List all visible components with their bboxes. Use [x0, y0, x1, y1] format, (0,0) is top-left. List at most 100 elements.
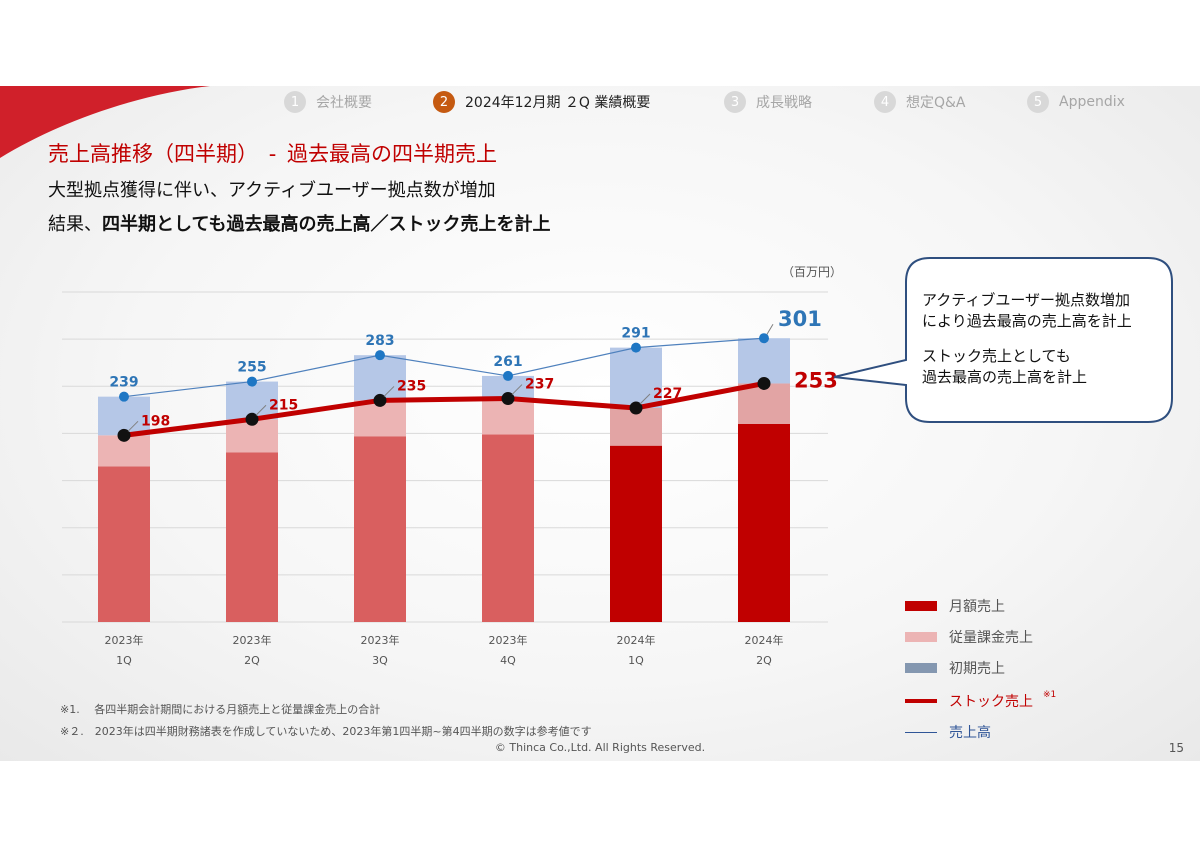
bar-initial	[610, 347, 662, 408]
nav-label: Appendix	[1059, 94, 1125, 110]
point-total	[119, 391, 129, 402]
data-label-total: 291	[621, 326, 650, 342]
page-number: 15	[1168, 741, 1184, 755]
data-label-total: 239	[109, 375, 138, 391]
label-leader	[511, 384, 523, 395]
bar-usage	[738, 383, 790, 424]
nav-label: 会社概要	[316, 95, 372, 111]
callout-line-1: アクティブユーザー拠点数増加	[922, 291, 1131, 309]
legend-item-monthly: 月額売上	[905, 596, 1005, 616]
nav-number: 5	[1027, 91, 1049, 113]
label-leader	[127, 420, 139, 432]
legend-item-stock: ストック売上 ※1	[905, 690, 1056, 711]
legend-item-total: 売上高	[905, 722, 991, 742]
copyright: © Thinca Co.,Ltd. All Rights Reserved.	[494, 741, 706, 754]
label-leader	[766, 323, 774, 335]
point-stock	[373, 393, 387, 407]
legend-line	[905, 699, 937, 703]
data-label-total: 255	[237, 360, 266, 376]
bar-initial	[482, 375, 534, 399]
point-stock	[117, 428, 131, 442]
point-total	[631, 342, 641, 353]
legend-label: ストック売上	[949, 694, 1033, 710]
legend-swatch	[905, 663, 937, 673]
nav-label: 2024年12月期 ２Q 業績概要	[465, 95, 651, 111]
corner-decoration	[0, 86, 210, 158]
x-tick-year: 2024年	[745, 633, 784, 647]
label-leader	[383, 386, 395, 397]
data-label-stock: 253	[794, 368, 838, 392]
point-stock	[757, 376, 771, 390]
subtitle-1: 大型拠点獲得に伴い、アクティブユーザー拠点数が増加	[48, 180, 496, 201]
slide: 1 会社概要 2 2024年12月期 ２Q 業績概要 3 成長戦略 4 想定Q&…	[0, 86, 1200, 761]
label-leader	[255, 404, 267, 416]
legend-label: 売上高	[949, 725, 991, 741]
bar-monthly	[610, 445, 662, 622]
series-line-stock	[123, 381, 765, 438]
subtitle-2: 結果、四半期としても過去最高の売上高／ストック売上を計上	[48, 210, 551, 236]
x-tick-quarter: 1Q	[628, 654, 644, 667]
data-label-stock: 198	[141, 413, 170, 429]
bar-monthly	[226, 452, 278, 622]
callout-bubble	[833, 257, 1173, 423]
section-nav: 1 会社概要 2 2024年12月期 ２Q 業績概要 3 成長戦略 4 想定Q&…	[0, 91, 1200, 113]
data-label-stock: 235	[397, 378, 426, 394]
point-total	[375, 350, 385, 361]
x-tick-year: 2023年	[105, 633, 144, 647]
title-main: 売上高推移（四半期）	[48, 142, 258, 166]
footnote-1: ※1. 各四半期会計期間における月額売上と従量課金売上の合計	[60, 703, 381, 716]
bar-monthly	[738, 424, 790, 622]
nav-number: 3	[724, 91, 746, 113]
x-tick-year: 2024年	[617, 633, 656, 647]
nav-number: 1	[284, 91, 306, 113]
legend-line	[905, 731, 937, 733]
legend-swatch	[905, 601, 937, 611]
data-label-total: 261	[493, 354, 522, 370]
data-label-total: 301	[778, 307, 822, 331]
x-tick-year: 2023年	[233, 633, 272, 647]
nav-label: 想定Q&A	[906, 95, 966, 111]
point-total	[247, 376, 257, 387]
x-tick-quarter: 2Q	[756, 654, 772, 667]
series-line-total	[123, 337, 765, 398]
nav-number: 2	[433, 91, 455, 113]
nav-item-qa[interactable]: 4 想定Q&A	[874, 91, 966, 113]
footnote-2: ※２. 2023年は四半期財務諸表を作成していないため、2023年第1四半期~第…	[60, 725, 592, 738]
title-sub: 過去最高の四半期売上	[286, 142, 497, 166]
unit-label: （百万円）	[782, 265, 842, 279]
legend-label: 月額売上	[949, 599, 1005, 615]
x-tick-quarter: 2Q	[244, 654, 260, 667]
point-stock	[501, 392, 515, 406]
callout-text: アクティブユーザー拠点数増加 により過去最高の売上高を計上 ストック売上としても…	[922, 290, 1172, 388]
data-label-stock: 237	[525, 377, 554, 393]
legend-label: 初期売上	[949, 661, 1005, 677]
data-label-total: 283	[365, 333, 394, 349]
nav-label: 成長戦略	[756, 95, 812, 111]
nav-item-appendix[interactable]: 5 Appendix	[1027, 91, 1125, 113]
callout-line-4: 過去最高の売上高を計上	[922, 368, 1088, 386]
title-separator: -	[268, 142, 277, 166]
label-leader	[639, 393, 651, 405]
bar-monthly	[98, 466, 150, 622]
data-label-stock: 227	[653, 386, 682, 402]
legend-item-usage: 従量課金売上	[905, 627, 1033, 647]
nav-item-strategy[interactable]: 3 成長戦略	[724, 91, 812, 113]
subtitle-2-bold: 四半期としても過去最高の売上高／ストック売上を計上	[102, 214, 551, 235]
legend-swatch	[905, 632, 937, 642]
nav-item-results[interactable]: 2 2024年12月期 ２Q 業績概要	[433, 91, 650, 113]
x-tick-year: 2023年	[489, 633, 528, 647]
bar-monthly	[354, 436, 406, 622]
point-stock	[629, 401, 643, 415]
point-total	[759, 333, 769, 344]
page-title: 売上高推移（四半期） - 過去最高の四半期売上	[48, 138, 497, 168]
bar-monthly	[482, 434, 534, 622]
nav-item-company[interactable]: 1 会社概要	[284, 91, 372, 113]
nav-number: 4	[874, 91, 896, 113]
callout-line-2: により過去最高の売上高を計上	[922, 312, 1132, 330]
point-stock	[245, 412, 259, 426]
legend-item-initial: 初期売上	[905, 658, 1005, 678]
bar-initial	[354, 355, 406, 401]
point-total	[503, 370, 513, 381]
x-tick-quarter: 1Q	[116, 654, 132, 667]
x-tick-quarter: 4Q	[500, 654, 516, 667]
